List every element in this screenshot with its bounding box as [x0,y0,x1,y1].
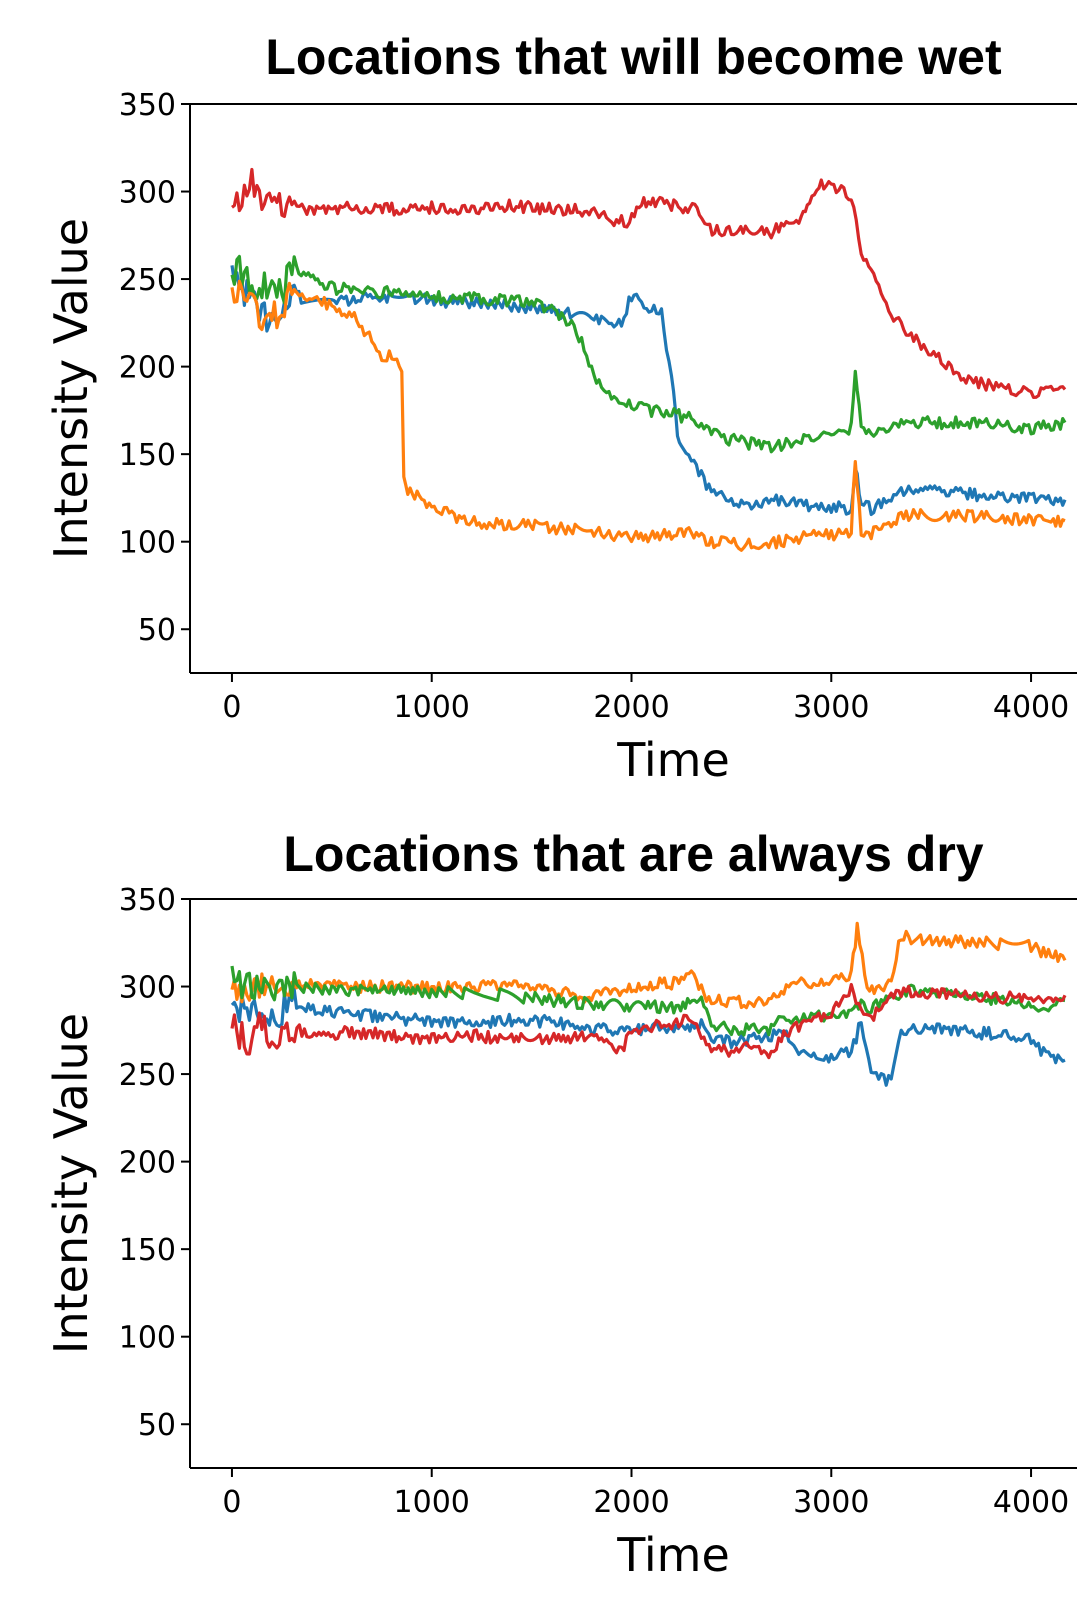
x-tick-label: 2000 [593,690,669,725]
y-tick-label: 200 [119,1146,176,1181]
y-tick-label: 50 [138,1408,176,1443]
series-line [230,965,1066,1037]
y-tick-label: 350 [119,883,176,918]
chart-title: Locations that will become wet [265,29,1002,85]
x-axis-label: Time [616,1528,730,1582]
x-tick-label: 1000 [394,1485,470,1520]
series-line [230,265,1067,517]
y-tick-label: 250 [119,1058,176,1093]
x-tick-label: 4000 [993,1485,1069,1520]
series-line [230,279,1066,552]
x-tick-label: 2000 [593,1485,669,1520]
series-line [231,167,1067,399]
chart-panel-dry: Locations that are always dry 50 100 150 20… [0,795,1077,1598]
y-tick-label: 300 [119,176,176,211]
chart-title: Locations that are always dry [283,826,984,882]
line-chart: 50 100 150 200 250 300 350 0 1000 2000 3000 4000 Tim… [44,883,1077,1582]
x-tick-label: 3000 [793,690,869,725]
x-tick-label: 0 [222,690,241,725]
x-tick-label: 0 [222,1485,241,1520]
y-tick-label: 200 [119,351,176,386]
series-line [230,982,1067,1060]
x-axis-label: Time [616,733,730,787]
y-tick-label: 250 [119,263,176,298]
series-line [230,987,1066,1087]
y-axis-label: Intensity Value [44,218,98,559]
y-tick-label: 100 [119,1321,176,1356]
y-tick-label: 350 [119,88,176,123]
line-chart: 50 100 150 200 250 300 350 0 1000 2000 3000 4000 Tim… [44,88,1077,787]
y-axis-label: Intensity Value [44,1013,98,1354]
chart-panel-wet: Locations that will become wet 50 100 150 2… [0,0,1077,795]
y-tick-label: 100 [119,526,176,561]
x-tick-label: 4000 [993,690,1069,725]
series-line [230,921,1067,1010]
x-tick-label: 1000 [394,690,470,725]
series-line [230,254,1067,454]
y-tick-label: 300 [119,971,176,1006]
y-tick-label: 150 [119,438,176,473]
y-tick-label: 50 [138,613,176,648]
x-tick-label: 3000 [793,1485,869,1520]
y-tick-label: 150 [119,1233,176,1268]
